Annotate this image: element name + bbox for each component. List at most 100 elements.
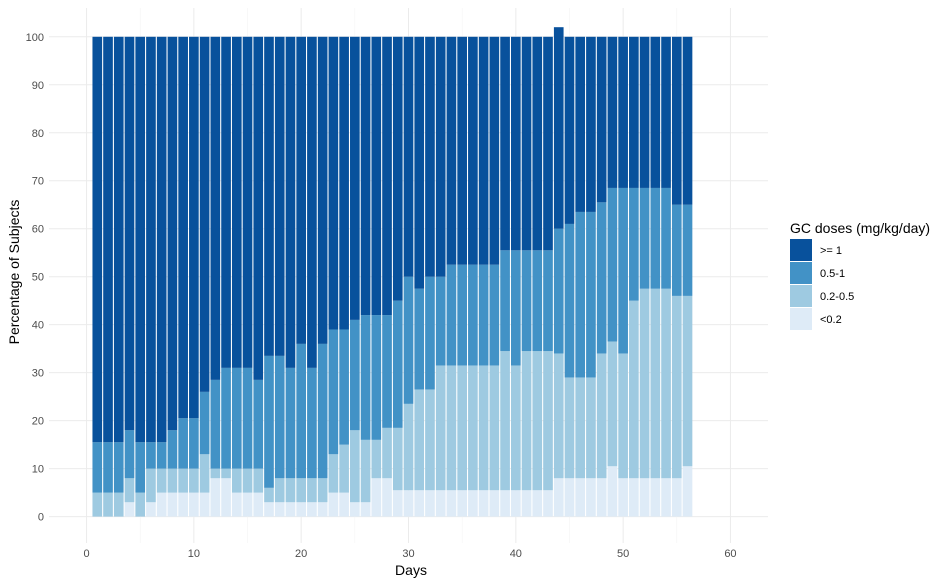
bar-day-48--1 <box>596 36 607 203</box>
legend-items: >= 1 0.5-1 0.2-0.5 <0.2 <box>790 239 854 330</box>
bar-day-54-0-2-0-5 <box>661 288 671 479</box>
bar-day-21-0-5-1 <box>307 367 317 479</box>
bar-day-40-0-5-1 <box>510 250 521 366</box>
bar-day-14--1 <box>231 36 242 368</box>
bar-day-26-0-5-1 <box>360 315 371 440</box>
legend-swatch <box>790 262 812 284</box>
y-tick-label: 80 <box>32 128 44 140</box>
bar-day-43-0-5-1 <box>543 250 553 352</box>
bar-day-5-0-2-0-5 <box>135 492 146 517</box>
bar-day-27-0-5-1 <box>371 315 382 440</box>
bar-day-44--0-2 <box>553 478 564 517</box>
bar-day-32--0-2 <box>425 490 435 517</box>
bar-day-19-0-2-0-5 <box>285 478 296 503</box>
bar-day-23-0-2-0-5 <box>328 454 339 493</box>
bar-day-32--1 <box>425 36 435 277</box>
bar-day-48-0-2-0-5 <box>596 353 607 479</box>
bar-day-1-0-5-1 <box>92 442 103 493</box>
legend-swatch <box>790 308 812 330</box>
bar-day-35--1 <box>457 36 467 265</box>
bar-day-47-0-5-1 <box>586 211 596 378</box>
x-tick-label: 20 <box>295 548 307 560</box>
bar-day-12-0-2-0-5 <box>210 468 221 479</box>
bar-day-3--1 <box>113 36 124 443</box>
bar-day-47--0-2 <box>586 478 596 517</box>
x-tick-label: 50 <box>617 548 629 560</box>
bar-day-36-0-5-1 <box>468 264 478 366</box>
bar-day-54-0-5-1 <box>661 187 671 289</box>
bar-day-45-0-5-1 <box>564 223 575 378</box>
bar-day-5-0-5-1 <box>135 442 146 493</box>
bar-day-24-0-2-0-5 <box>339 444 349 493</box>
bar-day-4-0-5-1 <box>124 430 135 479</box>
bar-day-20--1 <box>296 36 307 344</box>
bar-day-42-0-2-0-5 <box>532 351 543 491</box>
y-axis-ticks: 0 10 20 30 40 50 60 70 80 90 100 <box>26 32 44 524</box>
bar-day-15--0-2 <box>242 492 253 517</box>
bar-day-37--0-2 <box>478 490 489 517</box>
bar-day-12-0-5-1 <box>210 379 221 469</box>
bar-day-2-0-5-1 <box>103 442 113 493</box>
bar-day-43-0-2-0-5 <box>543 351 553 491</box>
bar-day-41--0-2 <box>521 490 532 517</box>
bar-day-7-0-2-0-5 <box>156 468 167 493</box>
bar-day-46--0-2 <box>575 478 586 517</box>
bar-day-37-0-5-1 <box>478 264 489 366</box>
legend-swatch <box>790 285 812 307</box>
bar-day-3-0-2-0-5 <box>113 492 124 517</box>
bar-day-51--1 <box>629 36 639 188</box>
bar-day-35--0-2 <box>457 490 467 517</box>
bar-day-48-0-5-1 <box>596 202 607 354</box>
bar-day-7-0-5-1 <box>156 442 167 469</box>
bar-day-25-0-2-0-5 <box>350 430 360 503</box>
bar-day-17-0-2-0-5 <box>264 487 274 503</box>
bar-day-6--0-2 <box>146 502 156 517</box>
bar-day-34-0-2-0-5 <box>446 365 457 491</box>
bar-day-53-0-2-0-5 <box>650 288 661 479</box>
bar-day-56-0-2-0-5 <box>682 295 693 467</box>
bar-day-46-0-2-0-5 <box>575 377 586 479</box>
bar-day-34--0-2 <box>446 490 457 517</box>
x-tick-label: 0 <box>83 548 89 560</box>
bar-day-31-0-5-1 <box>414 288 425 390</box>
bar-day-6-0-2-0-5 <box>146 468 156 503</box>
bar-day-17--1 <box>264 36 274 356</box>
bar-day-15-0-2-0-5 <box>242 468 253 493</box>
y-tick-label: 100 <box>26 32 44 44</box>
bar-day-50--1 <box>618 36 628 188</box>
bar-day-15-0-5-1 <box>242 367 253 469</box>
bar-day-41-0-5-1 <box>521 250 532 352</box>
bar-day-30--0-2 <box>403 490 414 517</box>
bar-day-49-0-2-0-5 <box>607 341 618 467</box>
bar-day-40-0-2-0-5 <box>510 365 521 491</box>
bar-day-53-0-5-1 <box>650 187 661 289</box>
bar-day-9-0-2-0-5 <box>178 468 188 493</box>
bar-day-14-0-5-1 <box>231 367 242 469</box>
bar-day-31--1 <box>414 36 425 289</box>
bar-day-28--0-2 <box>382 478 392 517</box>
bar-day-16-0-2-0-5 <box>253 468 264 493</box>
bar-day-3-0-5-1 <box>113 442 124 493</box>
bar-day-16--1 <box>253 36 264 380</box>
bar-day-39-0-5-1 <box>500 250 510 352</box>
bar-day-56--0-2 <box>682 466 693 517</box>
bar-day-27--1 <box>371 36 382 316</box>
bar-day-14--0-2 <box>231 492 242 517</box>
bar-day-10-0-2-0-5 <box>189 468 199 493</box>
bar-day-21-0-2-0-5 <box>307 478 317 503</box>
bar-day-28-0-2-0-5 <box>382 427 392 479</box>
bar-day-19-0-5-1 <box>285 367 296 479</box>
bar-day-26--1 <box>360 36 371 316</box>
bar-day-20--0-2 <box>296 502 307 517</box>
bar-day-47-0-2-0-5 <box>586 377 596 479</box>
bar-day-26--0-2 <box>360 502 371 517</box>
bar-day-38-0-5-1 <box>489 264 500 366</box>
y-tick-label: 10 <box>32 464 44 476</box>
bar-day-42-0-5-1 <box>532 250 543 352</box>
bar-day-45-0-2-0-5 <box>564 377 575 479</box>
bar-day-9--0-2 <box>178 492 188 517</box>
x-tick-label: 10 <box>188 548 200 560</box>
bar-day-8--0-2 <box>167 492 178 517</box>
bar-day-16--0-2 <box>253 492 264 517</box>
bar-day-9-0-5-1 <box>178 418 188 469</box>
